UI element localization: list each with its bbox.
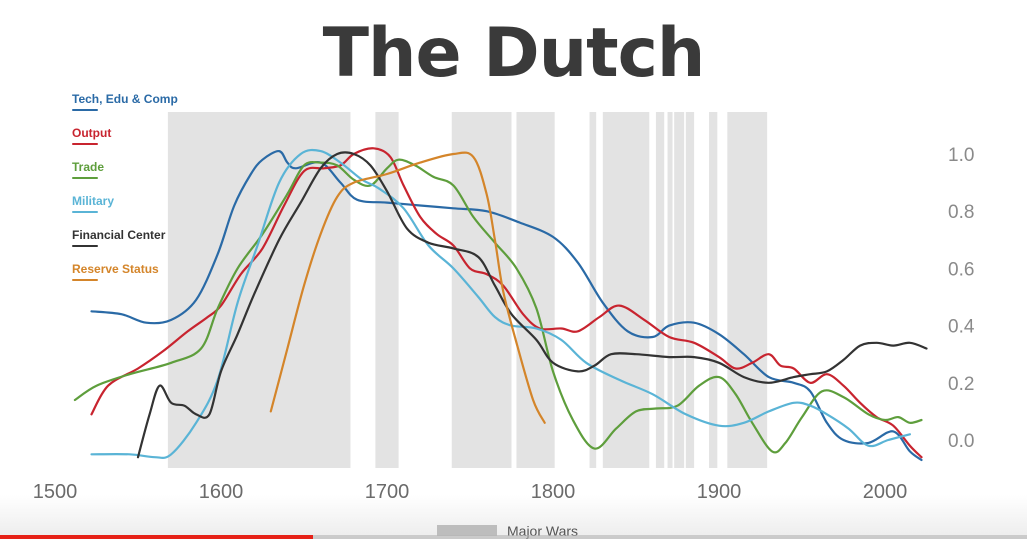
wars-swatch [437, 525, 497, 536]
series-line-reserve-status [269, 151, 546, 424]
legend-item-reserve-status: Reserve Status [72, 262, 178, 296]
legend-label: Trade [72, 160, 105, 174]
y-tick-label: 0.2 [948, 374, 974, 395]
video-progress-fill [0, 535, 314, 539]
war-band [727, 112, 768, 468]
war-band [655, 112, 665, 468]
war-band [516, 112, 555, 468]
legend-item-tech: Tech, Edu & Comp [72, 92, 178, 126]
war-band [451, 112, 512, 468]
series-line-trade [73, 158, 923, 454]
war-band [674, 112, 685, 468]
war-band [709, 112, 718, 468]
wars-legend: Major Wars [437, 522, 578, 539]
legend-item-output: Output [72, 126, 178, 160]
wars-label: Major Wars [507, 522, 579, 539]
x-axis: 1500 1600 1700 1800 1900 2000 [33, 481, 908, 503]
legend-label: Output [72, 126, 112, 140]
chart-title: The Dutch [322, 14, 706, 93]
y-tick-label: 0.8 [948, 202, 974, 223]
series-line-military [90, 148, 911, 459]
legend: Tech, Edu & Comp Output Trade Military F… [72, 92, 178, 296]
y-axis: 0.0 0.2 0.4 0.6 0.8 1.0 [948, 145, 975, 452]
legend-label: Military [72, 194, 115, 208]
y-tick-label: 0.0 [948, 431, 974, 452]
war-band [167, 112, 351, 468]
legend-item-military: Military [72, 194, 178, 228]
legend-label: Financial Center [72, 228, 166, 242]
legend-swatch [72, 245, 98, 247]
war-band [685, 112, 695, 468]
y-tick-label: 0.6 [948, 259, 974, 280]
x-tick-label: 1600 [199, 481, 244, 503]
legend-swatch [72, 109, 98, 111]
legend-label: Tech, Edu & Comp [72, 92, 178, 106]
x-tick-label: 1700 [365, 481, 410, 503]
war-band [589, 112, 597, 468]
war-band [602, 112, 650, 468]
x-tick-label: 2000 [863, 481, 908, 503]
x-tick-label: 1500 [33, 481, 78, 503]
legend-item-financial-center: Financial Center [72, 228, 178, 262]
legend-item-trade: Trade [72, 160, 178, 194]
series-line-tech-edu-comp [90, 150, 923, 462]
legend-swatch [72, 143, 98, 145]
video-progress-bar[interactable] [0, 535, 1027, 539]
series-line-financial-center [136, 151, 928, 459]
legend-label: Reserve Status [72, 262, 159, 276]
x-tick-label: 1900 [697, 481, 742, 503]
player-overlay [0, 495, 1027, 539]
legend-swatch [72, 279, 98, 281]
legend-swatch [72, 211, 98, 213]
legend-swatch [72, 177, 98, 179]
x-tick-label: 1800 [531, 481, 576, 503]
y-tick-label: 1.0 [948, 145, 974, 166]
series-lines [73, 147, 928, 462]
war-band [667, 112, 673, 468]
y-tick-label: 0.4 [948, 317, 975, 338]
